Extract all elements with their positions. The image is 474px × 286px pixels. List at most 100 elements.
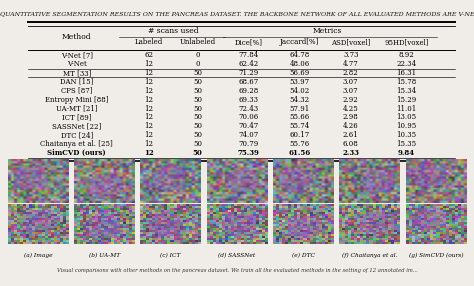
Text: 8.92: 8.92 (399, 51, 414, 59)
Text: 54.32: 54.32 (290, 96, 310, 104)
Text: 55.76: 55.76 (290, 140, 310, 148)
Text: 70.47: 70.47 (238, 122, 259, 130)
Text: SASSNet [22]: SASSNet [22] (52, 122, 101, 130)
Text: 9.84: 9.84 (398, 149, 415, 157)
Text: Chaitanya et al. [25]: Chaitanya et al. [25] (40, 140, 113, 148)
Text: 55.74: 55.74 (290, 122, 310, 130)
Text: 72.43: 72.43 (238, 105, 259, 113)
Text: 12: 12 (144, 87, 153, 95)
Text: 10.35: 10.35 (396, 131, 417, 139)
Text: 53.97: 53.97 (290, 78, 310, 86)
Text: 2.92: 2.92 (343, 96, 359, 104)
Text: 12: 12 (144, 105, 153, 113)
Text: 95HD[voxel]: 95HD[voxel] (384, 38, 429, 46)
Text: 12: 12 (144, 131, 153, 139)
Text: 68.67: 68.67 (238, 78, 259, 86)
Text: 50: 50 (193, 69, 202, 77)
Text: 15.29: 15.29 (396, 96, 417, 104)
Text: DAN [15]: DAN [15] (60, 78, 93, 86)
Text: (e) DTC: (e) DTC (292, 253, 315, 258)
Text: (b) UA-MT: (b) UA-MT (89, 253, 120, 258)
Text: 74.07: 74.07 (238, 131, 259, 139)
Text: 50: 50 (193, 122, 202, 130)
Text: (a) Image: (a) Image (24, 253, 52, 258)
Text: 2.33: 2.33 (342, 149, 359, 157)
Text: (g) SimCVD (ours): (g) SimCVD (ours) (409, 253, 463, 258)
Text: 3.07: 3.07 (343, 87, 359, 95)
Text: (d) SASSNet: (d) SASSNet (219, 253, 255, 258)
Text: 50: 50 (193, 105, 202, 113)
Text: ICT [89]: ICT [89] (62, 114, 91, 122)
Text: 22.34: 22.34 (396, 60, 417, 68)
Text: 15.34: 15.34 (396, 87, 417, 95)
Text: Dice[%]: Dice[%] (235, 38, 263, 46)
Text: 0: 0 (195, 60, 200, 68)
Text: 69.28: 69.28 (238, 87, 259, 95)
Text: 2.61: 2.61 (343, 131, 359, 139)
Text: 4.26: 4.26 (343, 122, 359, 130)
Text: Visual comparisons with other methods on the pancreas dataset. We train all the : Visual comparisons with other methods on… (56, 268, 418, 273)
Text: 60.17: 60.17 (290, 131, 310, 139)
Text: 12: 12 (144, 96, 153, 104)
Text: 50: 50 (193, 87, 202, 95)
Text: 69.33: 69.33 (238, 96, 259, 104)
Text: 2.98: 2.98 (343, 114, 359, 122)
Text: (c) ICT: (c) ICT (161, 253, 181, 258)
Text: 50: 50 (192, 149, 202, 157)
Text: 15.78: 15.78 (396, 78, 417, 86)
Text: # scans used: # scans used (148, 27, 199, 35)
Text: 71.29: 71.29 (238, 69, 259, 77)
Text: 12: 12 (144, 78, 153, 86)
Text: 10.95: 10.95 (396, 122, 417, 130)
Text: 13.05: 13.05 (396, 114, 417, 122)
Text: 57.91: 57.91 (290, 105, 310, 113)
Text: 70.79: 70.79 (238, 140, 259, 148)
Text: 64.78: 64.78 (290, 51, 310, 59)
Text: 70.06: 70.06 (238, 114, 259, 122)
Text: (f) Chaitanya et al.: (f) Chaitanya et al. (342, 253, 398, 258)
Text: Unlabeled: Unlabeled (180, 38, 216, 46)
Text: 2.82: 2.82 (343, 69, 359, 77)
Text: 6.08: 6.08 (343, 140, 359, 148)
Text: Entropy Mini [88]: Entropy Mini [88] (45, 96, 109, 104)
Text: 12: 12 (144, 140, 153, 148)
Text: Metrics: Metrics (313, 27, 342, 35)
Text: 61.56: 61.56 (289, 149, 311, 157)
Text: 50: 50 (193, 131, 202, 139)
Text: 11.01: 11.01 (396, 105, 417, 113)
Text: 12: 12 (144, 122, 153, 130)
Text: 48.06: 48.06 (290, 60, 310, 68)
Text: Jaccard[%]: Jaccard[%] (280, 38, 319, 46)
Text: 0: 0 (195, 51, 200, 59)
Text: 62.42: 62.42 (238, 60, 259, 68)
Text: V-Net: V-Net (67, 60, 87, 68)
Text: 16.31: 16.31 (396, 69, 417, 77)
Text: 50: 50 (193, 140, 202, 148)
Text: CPS [87]: CPS [87] (61, 87, 92, 95)
Text: UA-MT [21]: UA-MT [21] (56, 105, 98, 113)
Text: 55.66: 55.66 (290, 114, 310, 122)
Text: 12: 12 (144, 114, 153, 122)
Text: 75.39: 75.39 (237, 149, 260, 157)
Text: 54.02: 54.02 (290, 87, 310, 95)
Text: MT [33]: MT [33] (63, 69, 91, 77)
Text: 3.73: 3.73 (343, 51, 358, 59)
Text: QUANTITATIVE SEGMENTATION RESULTS ON THE PANCREAS DATASET. THE BACKBONE NETWORK : QUANTITATIVE SEGMENTATION RESULTS ON THE… (0, 11, 474, 17)
Text: ASD[voxel]: ASD[voxel] (331, 38, 371, 46)
Text: 12: 12 (144, 149, 154, 157)
Text: 12: 12 (144, 60, 153, 68)
Text: 56.69: 56.69 (290, 69, 310, 77)
Text: 50: 50 (193, 96, 202, 104)
Text: SimCVD (ours): SimCVD (ours) (47, 149, 106, 157)
Text: 15.35: 15.35 (396, 140, 417, 148)
Text: 4.77: 4.77 (343, 60, 359, 68)
Text: 50: 50 (193, 114, 202, 122)
Text: 12: 12 (144, 69, 153, 77)
Text: Labeled: Labeled (135, 38, 163, 46)
Text: V-Net [7]: V-Net [7] (61, 51, 93, 59)
Text: 77.84: 77.84 (238, 51, 259, 59)
Text: Method: Method (62, 33, 91, 41)
Text: 3.07: 3.07 (343, 78, 359, 86)
Text: 62: 62 (144, 51, 153, 59)
Text: 50: 50 (193, 78, 202, 86)
